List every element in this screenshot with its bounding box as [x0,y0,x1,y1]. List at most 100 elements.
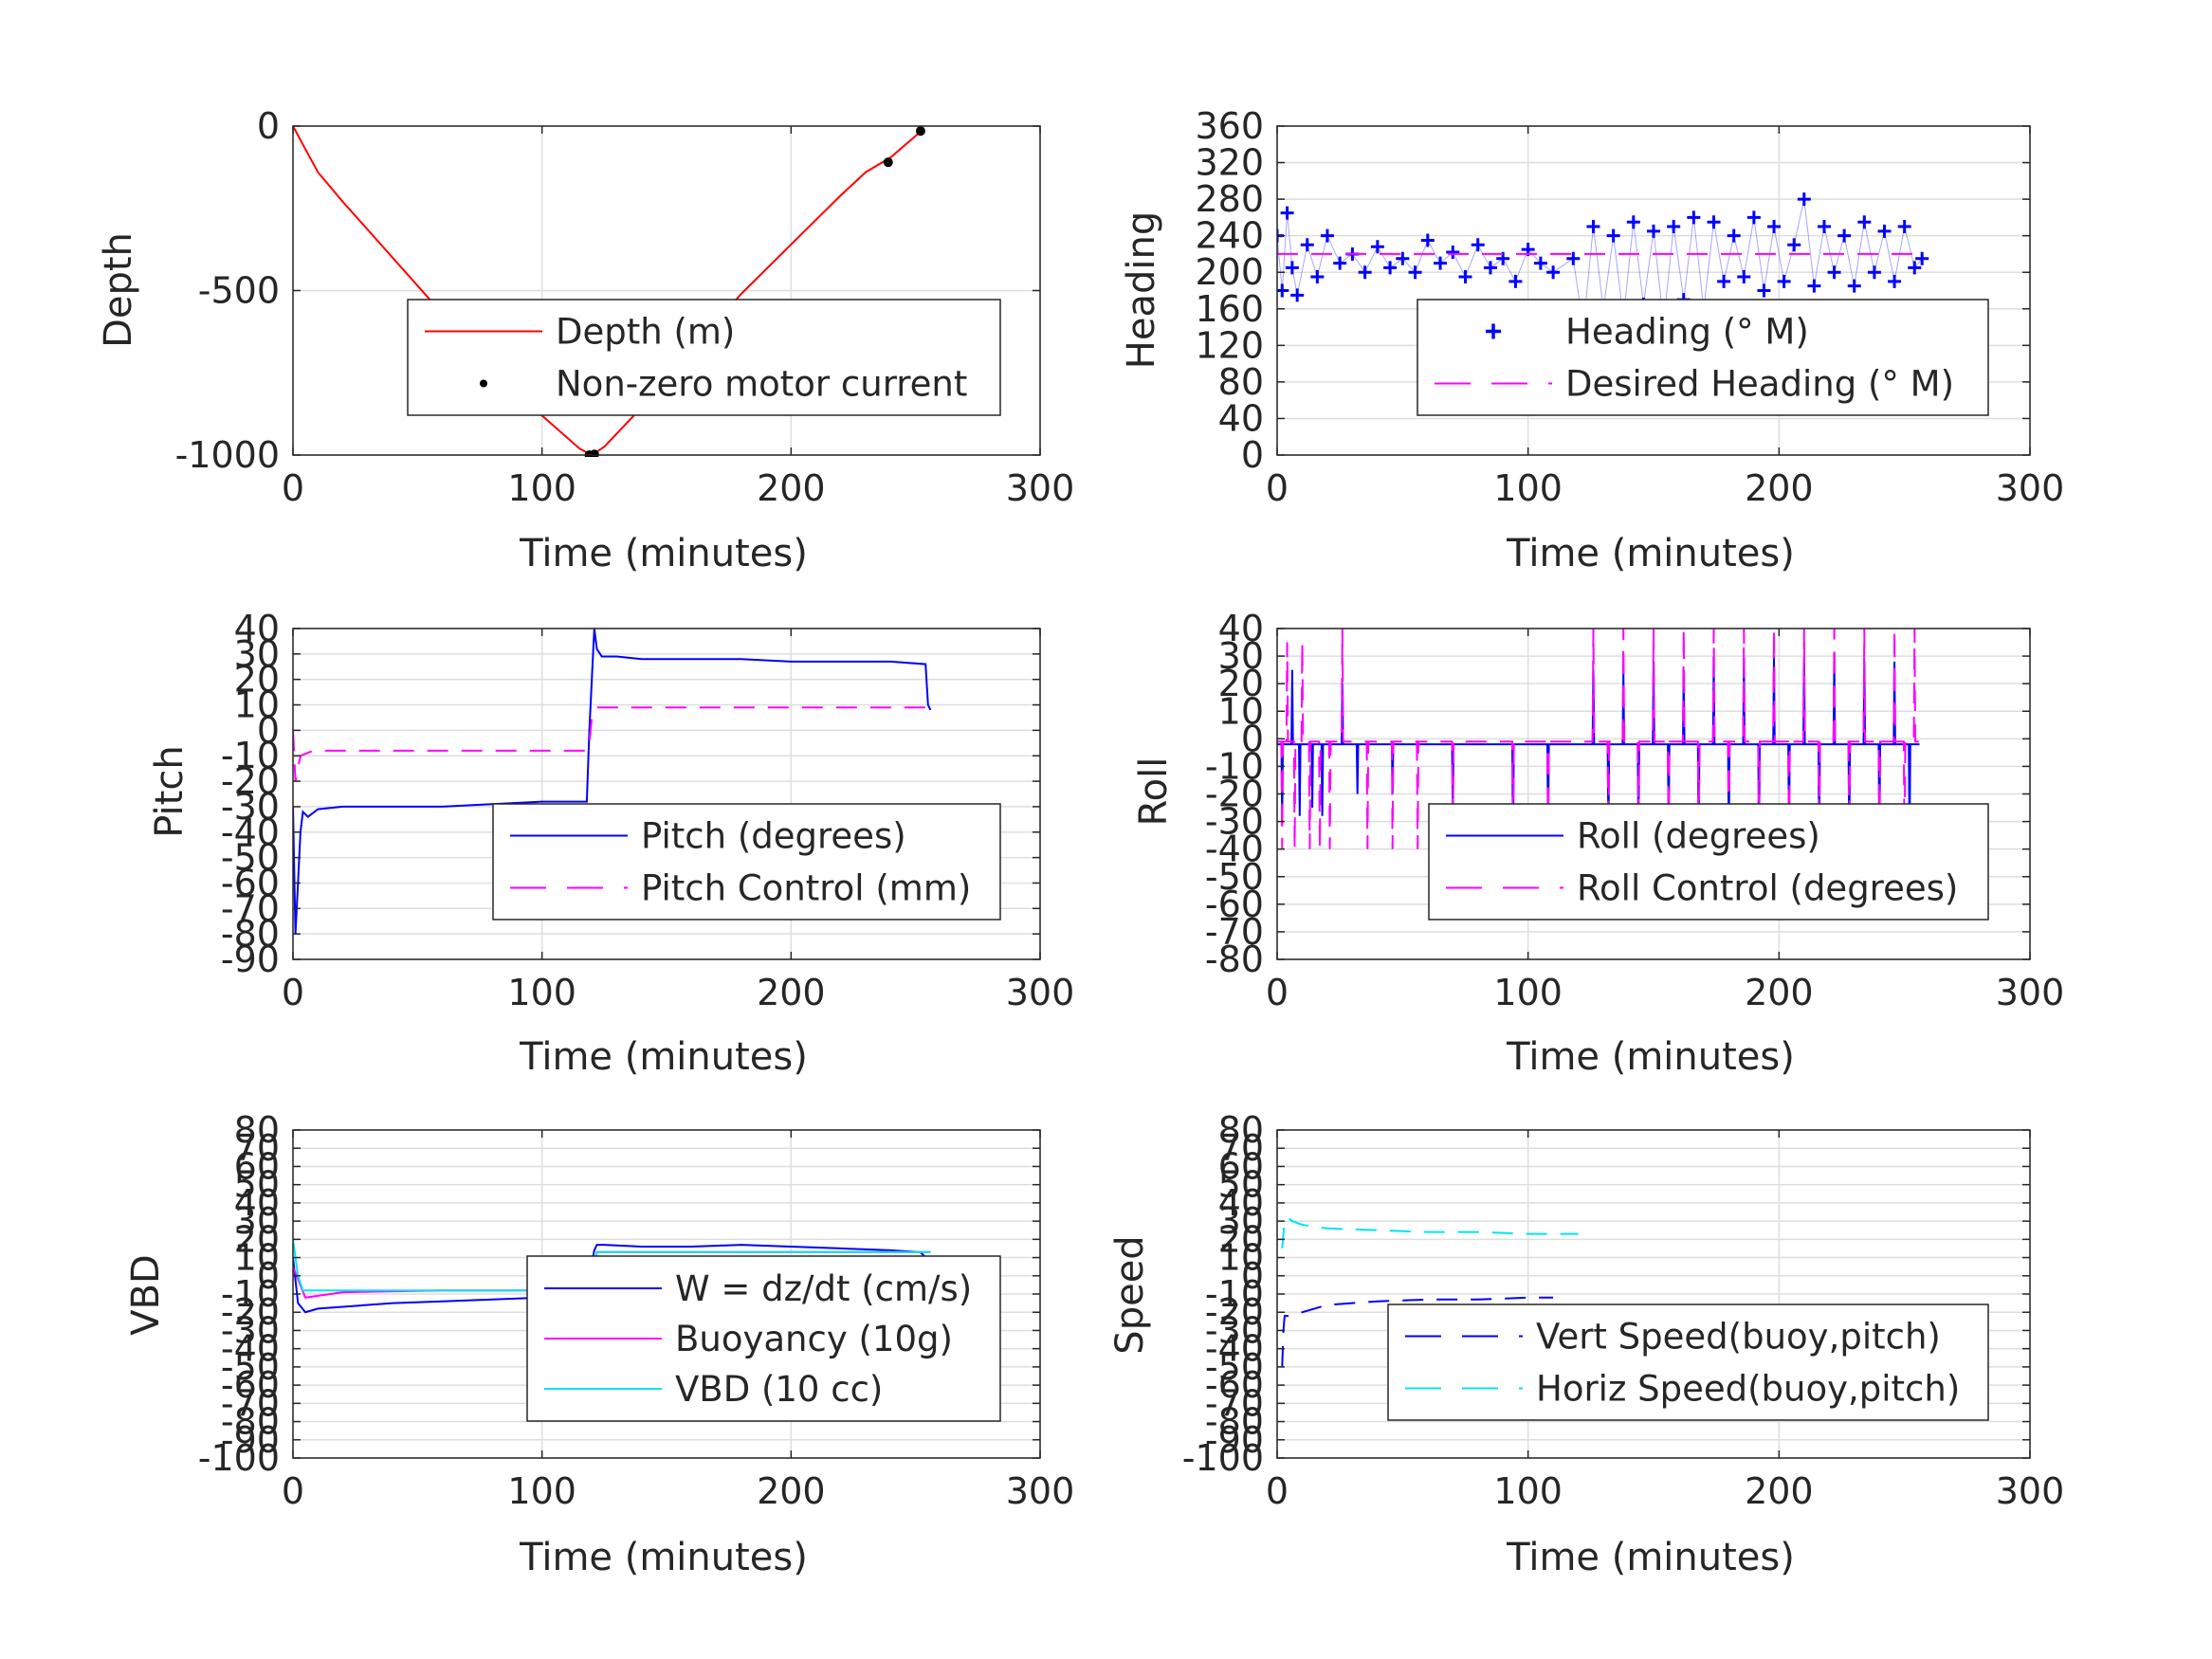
speed-ytick-label-2: -80 [1205,1401,1264,1443]
vbd-ytick-label-6: -40 [221,1328,280,1370]
roll-ytick-label-4: -40 [1205,829,1264,870]
heading-series-0-point-12 [1383,261,1398,275]
heading-legend-swatch-0 [1486,323,1501,339]
speed-ytick-label-8: -20 [1205,1291,1264,1333]
roll-legend: Roll (degrees) Roll Control (degrees) [1428,803,1989,921]
vbd-ytick-label-4: -60 [221,1364,280,1406]
heading-series-0-point-43 [1737,270,1751,284]
roll-series-1-line [1277,628,1920,849]
depth-panel: 0 100 200 300 -1000 -500 0 Time (minutes) Dep… [97,105,1074,575]
depth-legend-swatch-1 [480,379,487,388]
roll-ytick-label-1: -70 [1205,911,1264,953]
heading-series-0-point-51 [1817,220,1831,234]
roll-ytick-label-11: 30 [1218,635,1264,677]
heading-series-0-point-30 [1606,228,1620,243]
speed-ytick-label-11: 10 [1218,1237,1264,1279]
roll-legend-label-1: Roll Control (degrees) [1577,868,1958,909]
roll-ytick-label-5: -30 [1205,801,1264,843]
vbd-xtick-label-3: 300 [1006,1470,1075,1512]
speed-ytick-label-9: -10 [1205,1273,1264,1315]
depth-series-0-line [293,125,924,457]
heading-series-0-point-19 [1471,238,1485,252]
heading-legend-label-0: Heading (° M) [1565,312,1809,353]
heading-series-0-point-3 [1285,261,1299,275]
speed-ytick-label-17: 70 [1218,1127,1264,1169]
heading-xtick-label-0: 0 [1266,467,1289,509]
roll-ytick-label-8: 0 [1241,718,1264,759]
roll-xtick-label-1: 100 [1493,972,1563,1013]
pitch-xtick-label-2: 200 [757,972,826,1013]
heading-series-0-point-10 [1358,265,1372,280]
vbd-y-ticks: -100-90-80-70-60-50-40-30-20-10010203040… [198,1109,1040,1479]
pitch-xtick-label-1: 100 [507,972,576,1013]
speed-series-0-line [1281,1296,1554,1367]
depth-xtick-label-2: 200 [757,467,826,509]
vbd-ytick-label-3: -70 [221,1382,280,1424]
roll-ytick-label-3: -50 [1205,856,1264,898]
depth-xtick-label-0: 0 [282,467,304,509]
speed-x-axis-label: Time (minutes) [1506,1536,1795,1579]
heading-series-0-point-6 [1310,270,1325,284]
depth-legend-box [407,299,1001,416]
vbd-xtick-label-1: 100 [507,1470,576,1512]
heading-series-0-point-55 [1857,215,1872,229]
heading-series-0-point-44 [1746,210,1761,225]
heading-series-0-point-15 [1420,233,1435,247]
pitch-ytick-label-13: 40 [234,608,280,649]
roll-ytick-label-0: -80 [1205,939,1264,980]
vbd-legend: W = dz/dt (cm/s) Buoyancy (10g) VBD (10 cc… [526,1255,1001,1422]
depth-xtick-label-1: 100 [507,467,576,509]
heading-series-0-point-7 [1320,228,1334,243]
vbd-ytick-label-18: 80 [234,1109,280,1151]
heading-series-0-point-8 [1333,256,1347,270]
speed-ytick-label-5: -50 [1205,1346,1264,1388]
heading-axes-box [1276,125,2031,456]
depth-y-axis-label: Depth [97,232,140,348]
pitch-ytick-label-4: -50 [221,837,280,879]
pitch-ytick-label-6: -30 [221,786,280,828]
roll-ytick-label-6: -20 [1205,774,1264,815]
heading-ytick-label-4: 160 [1195,288,1264,330]
speed-ytick-label-18: 80 [1218,1109,1264,1151]
pitch-y-axis-label: Pitch [148,745,192,837]
roll-ytick-label-7: -10 [1205,745,1264,787]
pitch-ytick-label-12: 30 [234,633,280,675]
heading-legend-label-1: Desired Heading (° M) [1565,364,1954,405]
heading-ytick-label-8: 320 [1195,142,1264,184]
heading-series-0-point-49 [1797,192,1811,207]
heading-ytick-label-6: 240 [1195,215,1264,257]
heading-series-0-point-17 [1446,246,1460,260]
heading-series-0-point-45 [1757,283,1771,298]
pitch-legend-label-1: Pitch Control (mm) [641,868,971,909]
heading-series-0-point-56 [1867,265,1881,280]
speed-x-ticks: 0 100 200 300 [1266,1130,2064,1512]
heading-series-0-point-61 [1915,251,1929,265]
heading-xtick-label-3: 300 [1996,467,2065,509]
heading-series-0-point-22 [1508,274,1523,288]
vbd-ytick-label-2: -80 [221,1401,280,1443]
vbd-ytick-label-7: -30 [221,1309,280,1351]
pitch-series-group [293,628,932,935]
speed-legend-box [1387,1304,1989,1421]
heading-series-group [1277,192,1929,335]
heading-series-0-point-48 [1787,238,1801,252]
pitch-ytick-label-5: -40 [221,811,280,853]
vbd-ytick-label-10: 0 [257,1255,280,1297]
roll-legend-label-0: Roll (degrees) [1577,816,1820,857]
pitch-legend: Pitch (degrees) Pitch Control (mm) [492,803,1001,921]
vbd-ytick-label-15: 50 [234,1164,280,1206]
speed-legend-label-1: Horiz Speed(buoy,pitch) [1536,1369,1960,1410]
speed-ytick-label-13: 30 [1218,1200,1264,1242]
vbd-x-ticks: 0 100 200 300 [282,1130,1074,1512]
heading-series-0-point-58 [1888,274,1902,288]
pitch-ytick-label-10: 10 [234,684,280,726]
heading-series-0-point-41 [1717,274,1731,288]
vbd-legend-label-1: Buoyancy (10g) [675,1319,953,1359]
heading-xtick-label-1: 100 [1493,467,1563,509]
roll-xtick-label-0: 0 [1266,972,1289,1013]
pitch-legend-label-0: Pitch (degrees) [641,816,906,857]
heading-ytick-label-7: 280 [1195,178,1264,220]
pitch-x-ticks: 0 100 200 300 [282,629,1074,1013]
heading-series-0-point-52 [1827,265,1841,280]
depth-ytick-label-0: -1000 [175,434,280,476]
